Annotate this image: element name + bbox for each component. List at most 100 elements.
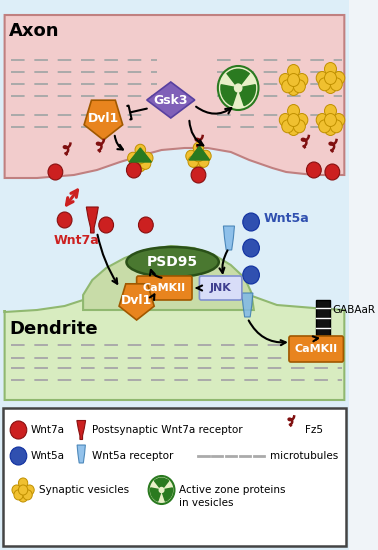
Circle shape [324, 113, 336, 127]
Text: Wnt7a: Wnt7a [31, 425, 65, 435]
Circle shape [333, 72, 345, 85]
Circle shape [193, 150, 204, 162]
Circle shape [10, 421, 27, 439]
Circle shape [279, 113, 291, 127]
Circle shape [330, 120, 342, 133]
Text: microtubules: microtubules [270, 451, 338, 461]
Circle shape [198, 156, 209, 167]
Circle shape [135, 152, 146, 164]
Polygon shape [77, 421, 86, 439]
Text: CaMKII: CaMKII [294, 344, 338, 354]
Text: Dvl1: Dvl1 [88, 112, 119, 124]
Circle shape [324, 123, 336, 135]
Text: Dvl1: Dvl1 [121, 294, 152, 306]
Circle shape [25, 485, 34, 495]
Text: Wnt5a: Wnt5a [264, 212, 310, 224]
Ellipse shape [127, 247, 219, 277]
Circle shape [296, 113, 308, 127]
Circle shape [186, 150, 197, 162]
Polygon shape [223, 226, 234, 250]
Polygon shape [86, 207, 98, 233]
Circle shape [282, 120, 294, 133]
Circle shape [293, 120, 305, 133]
Circle shape [279, 74, 291, 86]
Circle shape [19, 485, 28, 495]
Text: PSD95: PSD95 [147, 255, 198, 269]
Polygon shape [84, 100, 123, 140]
Circle shape [159, 487, 164, 492]
Text: CaMKII: CaMKII [143, 283, 186, 293]
Circle shape [12, 485, 21, 495]
PathPatch shape [83, 246, 254, 310]
Circle shape [14, 490, 23, 500]
Circle shape [282, 80, 294, 93]
Circle shape [135, 160, 146, 172]
Circle shape [316, 72, 328, 85]
Text: GABAaR: GABAaR [332, 305, 375, 315]
Circle shape [324, 72, 336, 85]
Polygon shape [189, 146, 209, 160]
Wedge shape [155, 478, 169, 490]
Circle shape [288, 123, 299, 135]
Circle shape [127, 162, 141, 178]
Circle shape [218, 66, 259, 110]
Circle shape [193, 142, 204, 154]
Circle shape [48, 164, 63, 180]
Circle shape [324, 104, 336, 118]
Polygon shape [242, 293, 253, 317]
Text: Synaptic vesicles: Synaptic vesicles [39, 485, 129, 495]
Wedge shape [227, 69, 249, 88]
Circle shape [316, 113, 328, 127]
Circle shape [140, 158, 151, 169]
Circle shape [293, 80, 305, 93]
Text: Wnt5a: Wnt5a [31, 451, 65, 461]
PathPatch shape [5, 15, 344, 178]
Circle shape [188, 156, 198, 167]
Circle shape [288, 64, 299, 78]
Circle shape [128, 152, 138, 164]
Wedge shape [221, 85, 238, 106]
Text: JNK: JNK [210, 283, 231, 293]
Circle shape [19, 492, 28, 502]
Text: Postsynaptic Wnt7a receptor: Postsynaptic Wnt7a receptor [92, 425, 243, 435]
Circle shape [193, 158, 204, 170]
Circle shape [130, 158, 141, 169]
Circle shape [333, 113, 345, 127]
FancyBboxPatch shape [289, 336, 343, 362]
Circle shape [143, 152, 153, 164]
Wedge shape [238, 85, 256, 106]
Circle shape [288, 104, 299, 118]
Polygon shape [147, 82, 195, 118]
Circle shape [243, 239, 259, 257]
Circle shape [191, 167, 206, 183]
Circle shape [243, 266, 259, 284]
Polygon shape [77, 445, 85, 463]
Circle shape [324, 63, 336, 75]
Circle shape [324, 80, 336, 94]
Circle shape [10, 447, 27, 465]
Circle shape [288, 113, 299, 127]
Circle shape [135, 144, 146, 156]
Circle shape [243, 213, 259, 231]
Circle shape [99, 217, 113, 233]
FancyBboxPatch shape [200, 276, 242, 300]
Circle shape [288, 74, 299, 86]
Text: Wnt7a: Wnt7a [54, 234, 99, 246]
Bar [316, 300, 330, 338]
Bar [3, 408, 346, 546]
Text: in vesicles: in vesicles [179, 498, 234, 508]
FancyBboxPatch shape [136, 276, 192, 300]
Text: Axon: Axon [9, 22, 60, 40]
Circle shape [325, 164, 340, 180]
Text: Dendrite: Dendrite [9, 320, 98, 338]
Wedge shape [161, 488, 172, 501]
Circle shape [23, 490, 32, 500]
Text: Fz5: Fz5 [305, 425, 323, 435]
Circle shape [330, 78, 342, 91]
Circle shape [319, 78, 331, 91]
PathPatch shape [5, 265, 344, 400]
Circle shape [201, 150, 211, 162]
Circle shape [57, 212, 72, 228]
Text: Active zone proteins: Active zone proteins [179, 485, 286, 495]
Circle shape [19, 478, 28, 488]
